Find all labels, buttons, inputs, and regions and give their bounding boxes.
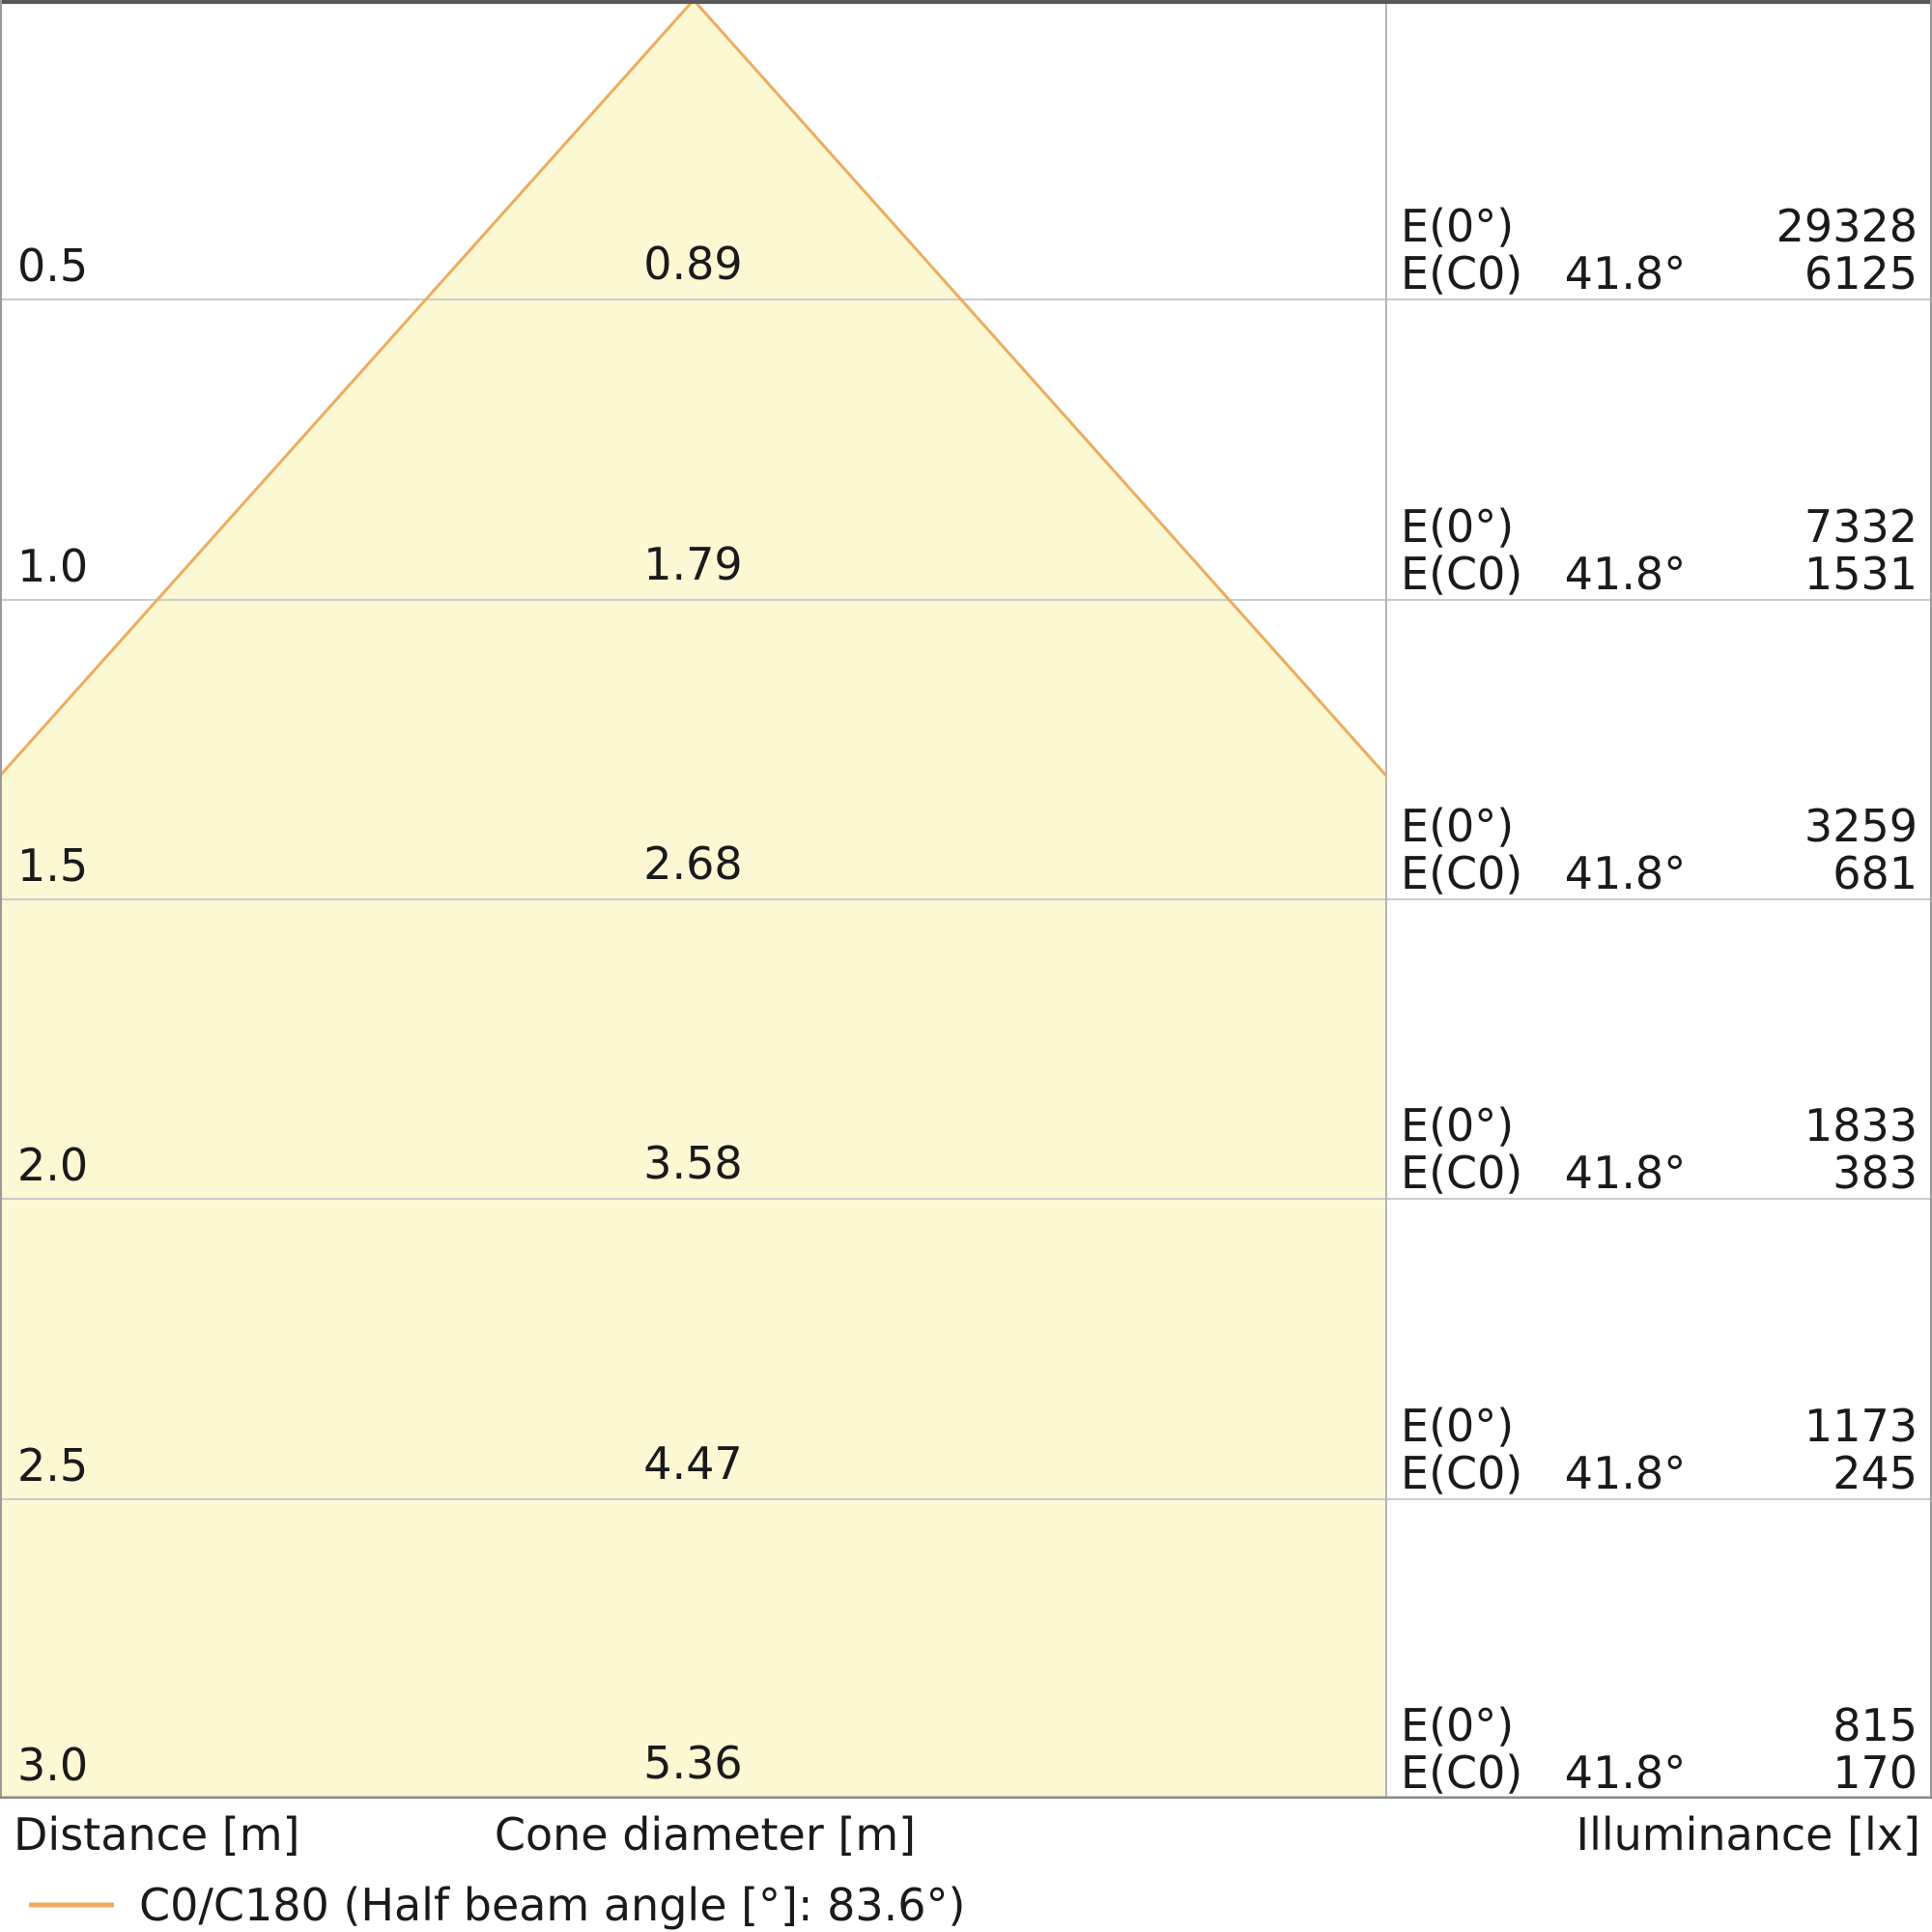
cone-diameter-value: 4.47 — [643, 1437, 743, 1490]
e0-value: 1833 — [1804, 1099, 1918, 1151]
cone-row-1.0m: 1.0 1.79 E(0°) 7332 E(C0) 41.8° 1531 — [0, 490, 1932, 600]
ec0-value: 383 — [1833, 1147, 1918, 1199]
illuminance-block: E(0°) 1833 E(C0) 41.8° 383 — [1401, 1102, 1918, 1197]
ec0-label: E(C0) — [1401, 1147, 1523, 1199]
gridlines — [0, 298, 1932, 1500]
ec0-angle: 41.8° — [1564, 1747, 1687, 1799]
distance-label: 0.5 — [17, 240, 89, 292]
plot-frame — [0, 0, 1932, 1799]
cone-diameter-value: 0.89 — [643, 238, 743, 290]
cone-row-3.0m: 3.0 5.36 E(0°) 815 E(C0) 41.8° 170 — [0, 1689, 1932, 1799]
ec0-line: E(C0) 41.8° 6125 — [1401, 250, 1918, 298]
legend: C0/C180 (Half beam angle [°]: 83.6°) — [27, 1878, 966, 1932]
e0-line: E(0°) 7332 — [1401, 503, 1918, 551]
e0-label: E(0°) — [1401, 800, 1515, 852]
e0-value: 7332 — [1804, 500, 1918, 553]
e0-label: E(0°) — [1401, 200, 1515, 252]
ec0-line: E(C0) 41.8° 681 — [1401, 850, 1918, 897]
ec0-line: E(C0) 41.8° 245 — [1401, 1450, 1918, 1497]
e0-line: E(0°) 3259 — [1401, 803, 1918, 850]
distance-label: 2.5 — [17, 1439, 89, 1492]
cone-diameter-value: 3.58 — [643, 1137, 743, 1189]
axis-labels: Distance [m] Cone diameter [m] Illuminan… — [0, 1808, 1932, 1864]
ec0-line: E(C0) 41.8° 1531 — [1401, 551, 1918, 598]
cone-diameter-value: 1.79 — [643, 538, 743, 590]
axis-label-illuminance: Illuminance [lx] — [1576, 1808, 1920, 1861]
ec0-angle: 41.8° — [1564, 247, 1687, 299]
e0-label: E(0°) — [1401, 1099, 1515, 1151]
ec0-value: 245 — [1833, 1447, 1918, 1499]
e0-label: E(0°) — [1401, 1400, 1515, 1452]
e0-line: E(0°) 1173 — [1401, 1403, 1918, 1450]
e0-line: E(0°) 29328 — [1401, 203, 1918, 250]
ec0-line: E(C0) 41.8° 170 — [1401, 1749, 1918, 1797]
ec0-label: E(C0) — [1401, 1447, 1523, 1499]
e0-line: E(0°) 815 — [1401, 1702, 1918, 1749]
ec0-angle: 41.8° — [1564, 548, 1687, 600]
legend-label: C0/C180 (Half beam angle [°]: 83.6°) — [139, 1879, 966, 1931]
ec0-label: E(C0) — [1401, 247, 1523, 299]
axis-label-cone-diameter: Cone diameter [m] — [494, 1808, 917, 1861]
cone-diameter-value: 2.68 — [643, 838, 743, 890]
beam-edge-line — [0, 0, 1388, 777]
illuminance-block: E(0°) 815 E(C0) 41.8° 170 — [1401, 1702, 1918, 1797]
ec0-value: 170 — [1833, 1747, 1918, 1799]
distance-label: 3.0 — [17, 1739, 89, 1791]
e0-label: E(0°) — [1401, 500, 1515, 553]
cone-plot — [0, 0, 1932, 1799]
ec0-value: 6125 — [1804, 247, 1918, 299]
e0-label: E(0°) — [1401, 1699, 1515, 1751]
illuminance-block: E(0°) 1173 E(C0) 41.8° 245 — [1401, 1403, 1918, 1497]
ec0-label: E(C0) — [1401, 1747, 1523, 1799]
e0-value: 29328 — [1776, 200, 1918, 252]
ec0-angle: 41.8° — [1564, 1447, 1687, 1499]
e0-value: 815 — [1833, 1699, 1918, 1751]
e0-line: E(0°) 1833 — [1401, 1102, 1918, 1150]
ec0-angle: 41.8° — [1564, 847, 1687, 899]
ec0-line: E(C0) 41.8° 383 — [1401, 1150, 1918, 1197]
e0-value: 1173 — [1804, 1400, 1918, 1452]
distance-label: 1.5 — [17, 839, 89, 892]
distance-label: 1.0 — [17, 540, 89, 592]
cone-row-2.5m: 2.5 4.47 E(0°) 1173 E(C0) 41.8° 245 — [0, 1389, 1932, 1499]
e0-value: 3259 — [1804, 800, 1918, 852]
cone-row-1.5m: 1.5 2.68 E(0°) 3259 E(C0) 41.8° 681 — [0, 789, 1932, 899]
cone-diameter-value: 5.36 — [643, 1737, 743, 1789]
cone-row-2.0m: 2.0 3.58 E(0°) 1833 E(C0) 41.8° 383 — [0, 1089, 1932, 1199]
ec0-label: E(C0) — [1401, 548, 1523, 600]
legend-line-swatch — [29, 1902, 114, 1908]
illuminance-block: E(0°) 29328 E(C0) 41.8° 6125 — [1401, 203, 1918, 298]
ec0-value: 1531 — [1804, 548, 1918, 600]
axis-label-distance: Distance [m] — [14, 1808, 300, 1861]
ec0-angle: 41.8° — [1564, 1147, 1687, 1199]
cone-row-0.5m: 0.5 0.89 E(0°) 29328 E(C0) 41.8° 6125 — [0, 189, 1932, 299]
illuminance-block: E(0°) 7332 E(C0) 41.8° 1531 — [1401, 503, 1918, 598]
illuminance-block: E(0°) 3259 E(C0) 41.8° 681 — [1401, 803, 1918, 897]
ec0-label: E(C0) — [1401, 847, 1523, 899]
distance-label: 2.0 — [17, 1139, 89, 1191]
ec0-value: 681 — [1833, 847, 1918, 899]
